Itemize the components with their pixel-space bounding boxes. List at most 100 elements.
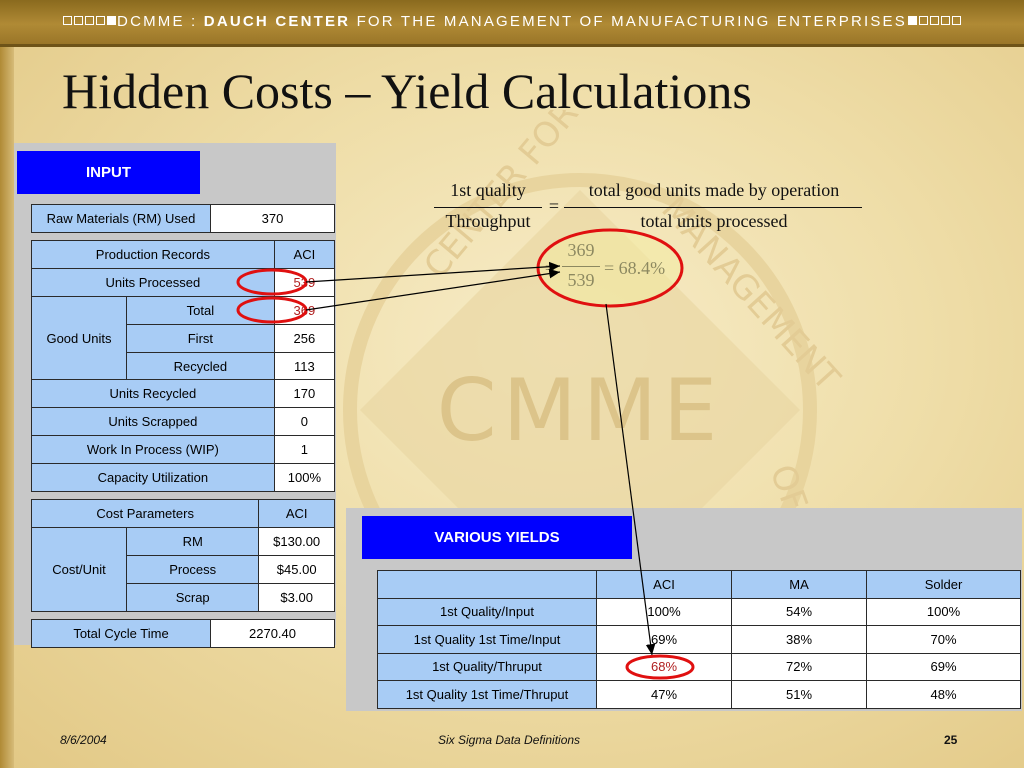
square-filled-icon: [107, 16, 117, 25]
good-units-recycled-value: 113: [273, 351, 336, 381]
header-suffix: FOR THE MANAGEMENT OF MANUFACTURING ENTE…: [350, 13, 907, 30]
yield-value: 38%: [731, 625, 867, 654]
table-row: Process $45.00: [32, 554, 335, 584]
slide-title: Hidden Costs – Yield Calculations: [62, 63, 752, 119]
units-recycled-value: 170: [273, 379, 336, 409]
formula-rhs-numerator: total good units made by operation: [588, 180, 840, 200]
table-row: Total Cycle Time 2270.40: [31, 619, 335, 648]
left-gold-bar: [0, 47, 14, 768]
yield-value: 47%: [596, 680, 732, 709]
table-row: Work In Process (WIP) 1: [31, 435, 336, 465]
fraction-bar: [562, 266, 600, 267]
cost-unit-label: Cost/Unit: [31, 526, 127, 612]
cycle-time-value: 2270.40: [210, 619, 335, 648]
yield-row-label: 1st Quality/Thruput: [377, 652, 597, 681]
good-units-first-value: 256: [273, 323, 336, 353]
footer-date: 8/6/2004: [60, 733, 107, 747]
yield-value: 48%: [866, 680, 1021, 709]
yield-value: 69%: [596, 625, 732, 654]
good-units-total-value: 369: [273, 295, 336, 325]
formula-lhs-denominator: Throughput: [445, 211, 531, 231]
table-row: 1st Quality/Thruput 68% 72% 69%: [377, 652, 1021, 681]
capacity-utilization-value: 100%: [273, 463, 336, 493]
units-scrapped-label: Units Scrapped: [31, 407, 275, 437]
capacity-utilization-label: Capacity Utilization: [31, 463, 275, 493]
cost-process-label: Process: [125, 554, 260, 584]
good-units-label: Good Units: [31, 295, 127, 381]
calc-fraction: 369 539: [560, 240, 602, 296]
raw-materials-label: Raw Materials (RM) Used: [31, 204, 211, 233]
yields-col-ma: MA: [731, 570, 867, 599]
wip-label: Work In Process (WIP): [31, 435, 275, 465]
yields-col-aci: ACI: [596, 570, 732, 599]
yields-table: ACI MA Solder 1st Quality/Input 100% 54%…: [377, 570, 1021, 709]
table-row: 1st Quality 1st Time/Thruput 47% 51% 48%: [377, 680, 1021, 709]
table-row: Units Processed 539: [31, 267, 336, 297]
calc-result: = 68.4%: [604, 258, 666, 278]
table-row: Cost/Unit RM $130.00: [31, 526, 335, 612]
production-header-value: ACI: [273, 240, 336, 269]
cost-rm-label: RM: [125, 526, 260, 556]
header-prefix: DCMME :: [117, 13, 204, 30]
raw-materials-table: Raw Materials (RM) Used 370: [31, 204, 335, 233]
header-band: DCMME : DAUCH CENTER FOR THE MANAGEMENT …: [0, 0, 1024, 47]
page-number: 25: [944, 733, 958, 747]
cycle-time-label: Total Cycle Time: [31, 619, 211, 648]
units-recycled-label: Units Recycled: [31, 379, 275, 409]
cost-rm-value: $130.00: [258, 526, 335, 556]
yields-header: VARIOUS YIELDS: [362, 516, 632, 559]
good-units-first-label: First: [126, 323, 275, 353]
table-row: Good Units Total 369: [31, 295, 336, 381]
square-filled-icon: [907, 16, 917, 25]
square-icon: [74, 16, 84, 25]
yield-value: 70%: [866, 625, 1021, 654]
calc-denominator: 539: [567, 270, 595, 290]
formula-lhs: 1st quality Throughput: [432, 180, 544, 236]
fraction-bar: [564, 207, 862, 208]
cost-header-value: ACI: [258, 499, 335, 528]
yield-row-label: 1st Quality 1st Time/Thruput: [377, 680, 597, 709]
units-processed-label: Units Processed: [31, 267, 275, 297]
table-row: ACI MA Solder: [377, 570, 1021, 599]
table-row: Recycled 113: [32, 351, 336, 381]
units-processed-value: 539: [273, 267, 336, 297]
cost-scrap-label: Scrap: [125, 582, 260, 612]
footer-title: Six Sigma Data Definitions: [438, 733, 581, 747]
cost-process-value: $45.00: [258, 554, 335, 584]
table-row: Scrap $3.00: [32, 582, 335, 612]
good-units-total-label: Total: [126, 295, 275, 325]
table-row: Capacity Utilization 100%: [31, 463, 336, 493]
square-icon: [96, 16, 106, 25]
table-row: Units Scrapped 0: [31, 407, 336, 437]
square-icon: [85, 16, 95, 25]
yield-row-label: 1st Quality 1st Time/Input: [377, 625, 597, 654]
yield-value: 54%: [731, 597, 867, 626]
yield-value: 72%: [731, 652, 867, 681]
calc-numerator: 369: [567, 240, 595, 260]
yield-value: 100%: [866, 597, 1021, 626]
input-header: INPUT: [17, 151, 200, 194]
cost-scrap-value: $3.00: [258, 582, 335, 612]
square-icon: [951, 16, 961, 25]
yield-value: 100%: [596, 597, 732, 626]
raw-materials-value: 370: [210, 204, 335, 233]
table-row: Cost Parameters ACI: [30, 499, 335, 528]
yields-col-blank: [377, 570, 597, 599]
watermark-text: CMME: [437, 361, 724, 461]
square-icon: [929, 16, 939, 25]
production-records-table: Production Records ACI Units Processed 5…: [31, 240, 336, 493]
square-icon: [918, 16, 928, 25]
header-text: DCMME : DAUCH CENTER FOR THE MANAGEMENT …: [0, 13, 1024, 30]
table-row: Units Recycled 170: [31, 379, 336, 409]
table-row: Raw Materials (RM) Used 370: [31, 204, 335, 233]
formula-lhs-numerator: 1st quality: [450, 180, 526, 200]
table-row: 1st Quality 1st Time/Input 69% 38% 70%: [377, 625, 1021, 654]
header-bold: DAUCH CENTER: [203, 13, 351, 30]
formula-rhs-denominator: total units processed: [640, 211, 788, 231]
square-icon: [63, 16, 73, 25]
good-units-recycled-label: Recycled: [126, 351, 275, 381]
yield-row-label: 1st Quality/Input: [377, 597, 597, 626]
wip-value: 1: [273, 435, 336, 465]
yield-value: 51%: [731, 680, 867, 709]
